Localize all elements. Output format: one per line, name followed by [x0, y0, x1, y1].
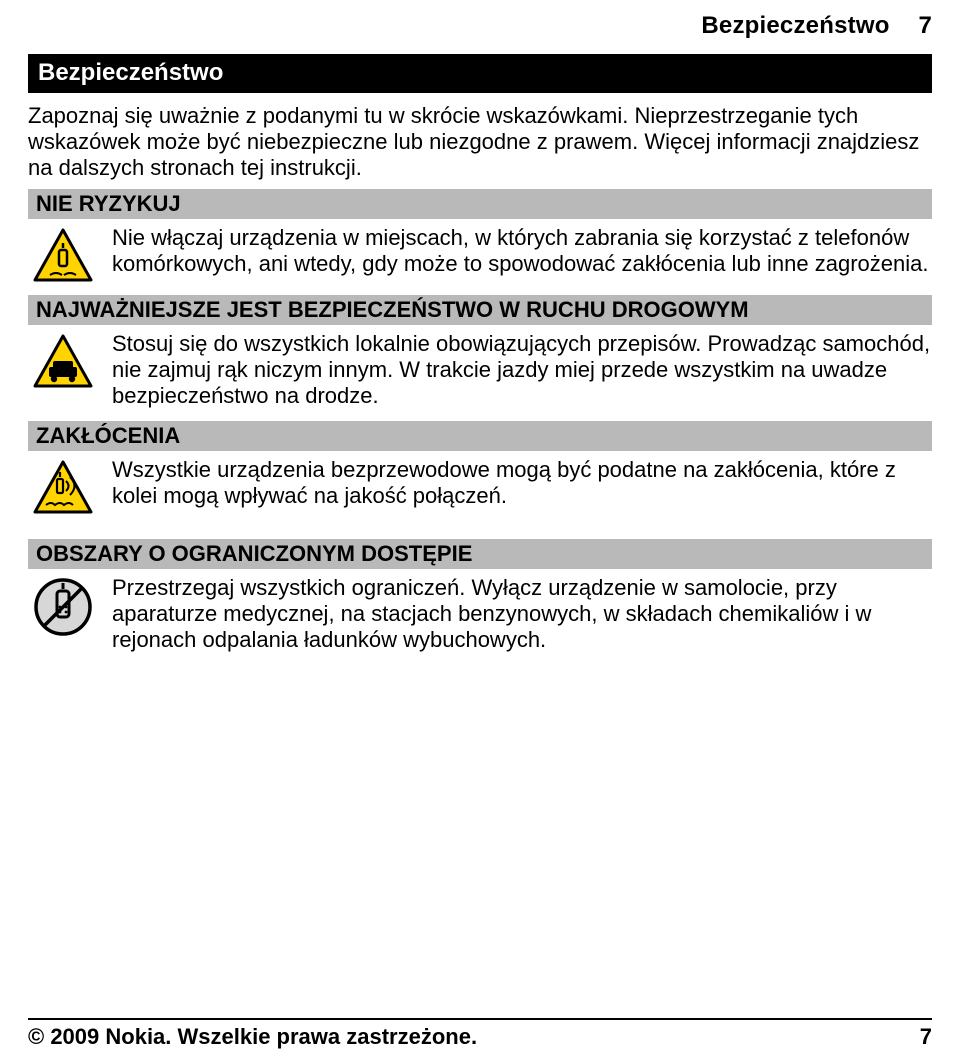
running-title: Bezpieczeństwo — [701, 12, 889, 39]
section-heading-3: ZAKŁÓCENIA — [28, 421, 932, 451]
footer-rule — [28, 1018, 932, 1020]
warning-car-icon — [30, 331, 96, 389]
running-page: 7 — [918, 12, 932, 39]
footer-page: 7 — [920, 1024, 932, 1050]
section-text-3: Wszystkie urządzenia bezprzewodowe mogą … — [112, 457, 932, 509]
section-body-3: Wszystkie urządzenia bezprzewodowe mogą … — [28, 451, 932, 521]
section-text-1: Nie włączaj urządzenia w miejscach, w kt… — [112, 225, 932, 277]
section-heading-2: NAJWAŻNIEJSZE JEST BEZPIECZEŃSTWO W RUCH… — [28, 295, 932, 325]
copyright: © 2009 Nokia. Wszelkie prawa zastrzeżone… — [28, 1024, 477, 1050]
section-heading-1: NIE RYZYKUJ — [28, 189, 932, 219]
section-heading-4: OBSZARY O OGRANICZONYM DOSTĘPIE — [28, 539, 932, 569]
section-body-2: Stosuj się do wszystkich lokalnie obowią… — [28, 325, 932, 415]
page-title: Bezpieczeństwo — [28, 54, 932, 93]
section-text-4: Przestrzegaj wszystkich ograniczeń. Wyłą… — [112, 575, 932, 653]
warning-phone-icon — [30, 225, 96, 283]
section-body-4: Przestrzegaj wszystkich ograniczeń. Wyłą… — [28, 569, 932, 659]
intro-text: Zapoznaj się uważnie z podanymi tu w skr… — [28, 103, 932, 181]
section-body-1: Nie włączaj urządzenia w miejscach, w kt… — [28, 219, 932, 289]
section-text-2: Stosuj się do wszystkich lokalnie obowią… — [112, 331, 932, 409]
prohibit-phone-icon — [30, 575, 96, 637]
page-footer: © 2009 Nokia. Wszelkie prawa zastrzeżone… — [28, 1018, 932, 1050]
warning-interference-icon — [30, 457, 96, 515]
running-header: Bezpieczeństwo 7 — [28, 12, 932, 40]
